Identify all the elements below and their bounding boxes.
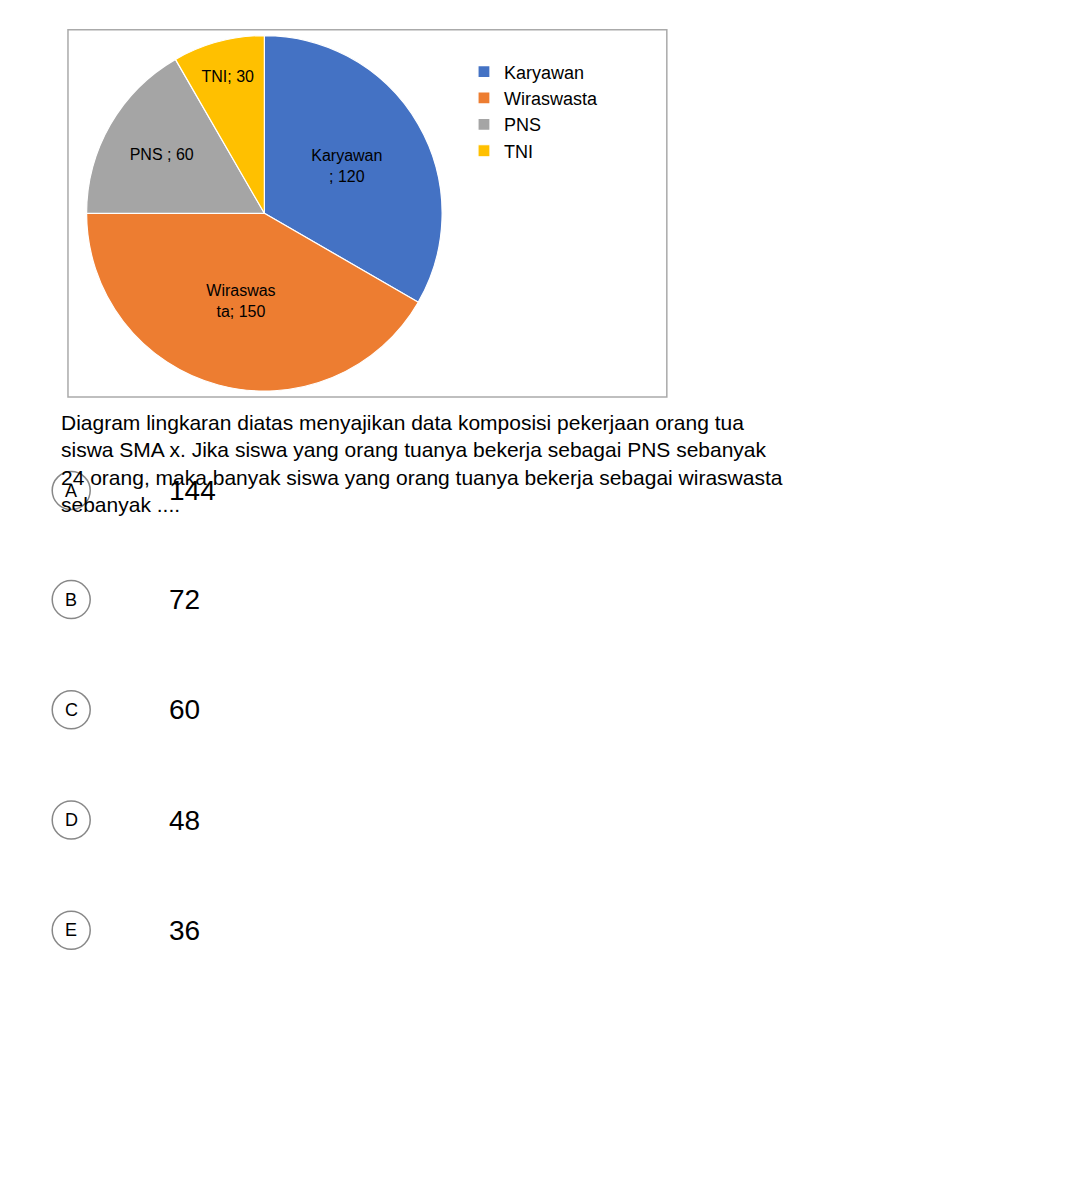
svg-text:E: E — [65, 920, 77, 940]
svg-text:PNS: PNS — [504, 115, 541, 135]
svg-text:C: C — [65, 700, 78, 720]
svg-text:72: 72 — [169, 584, 200, 615]
svg-text:TNI; 30: TNI; 30 — [202, 68, 255, 85]
svg-text:Wiraswasta: Wiraswasta — [504, 89, 598, 109]
svg-text:A: A — [65, 481, 77, 501]
svg-text:Karyawan; 120: Karyawan; 120 — [311, 147, 382, 185]
svg-text:Diagram lingkaran diatas menya: Diagram lingkaran diatas menyajikan data… — [61, 411, 783, 516]
svg-text:36: 36 — [169, 915, 200, 946]
svg-text:Wiraswasta; 150: Wiraswasta; 150 — [206, 282, 275, 320]
svg-text:D: D — [65, 810, 78, 830]
svg-text:144: 144 — [169, 475, 216, 506]
svg-text:TNI: TNI — [504, 142, 533, 162]
svg-text:B: B — [65, 590, 77, 610]
svg-text:48: 48 — [169, 805, 200, 836]
svg-text:60: 60 — [169, 694, 200, 725]
svg-text:PNS ; 60: PNS ; 60 — [130, 146, 194, 163]
svg-text:Karyawan: Karyawan — [504, 63, 584, 83]
